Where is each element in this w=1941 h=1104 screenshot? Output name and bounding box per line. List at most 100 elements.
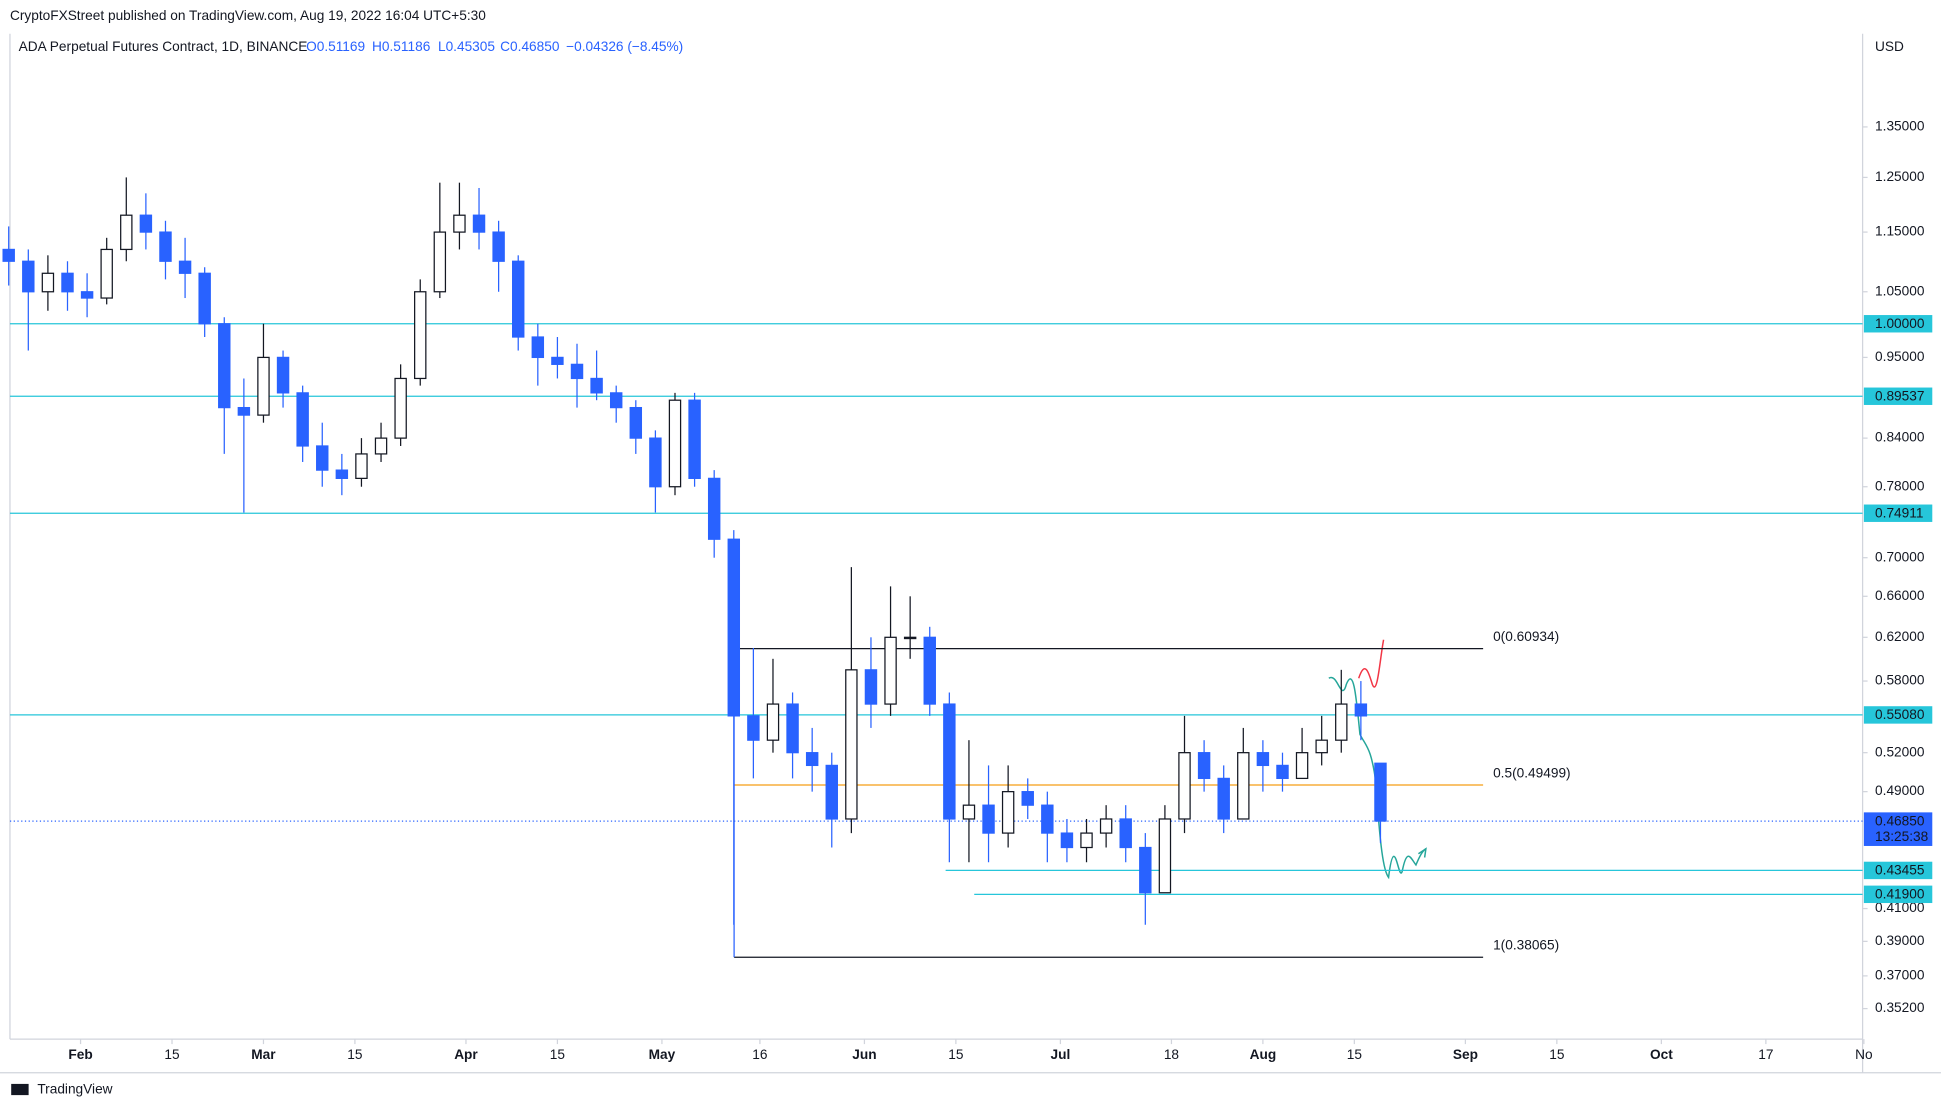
level-tag-label: 0.89537	[1875, 388, 1924, 403]
candle-body	[276, 356, 290, 394]
y-tick-label: 0.58000	[1875, 673, 1925, 688]
x-tick-label: 15	[550, 1047, 566, 1062]
x-tick-label: Sep	[1453, 1047, 1478, 1062]
level-tag	[1863, 504, 1933, 522]
candle-body	[845, 669, 858, 820]
candle-body	[923, 636, 936, 705]
candle-body	[316, 445, 329, 471]
candle-body	[943, 703, 956, 820]
y-tick-label: 0.66000	[1875, 588, 1925, 603]
fib-label: 0(0.60934)	[1493, 629, 1559, 644]
candle-body	[139, 214, 153, 233]
last-price-tag	[1863, 812, 1933, 846]
x-tick-label: Jul	[1051, 1047, 1071, 1062]
candle-body	[159, 231, 172, 262]
currency: USD	[1875, 39, 1904, 54]
candle-body	[394, 377, 407, 439]
candle-body	[22, 260, 35, 293]
candle-body	[2, 248, 15, 262]
candle-body	[1276, 764, 1289, 780]
candle-body	[1139, 846, 1152, 894]
x-tick-label: 15	[164, 1047, 180, 1062]
candle-body	[472, 214, 486, 233]
candle-body	[198, 272, 211, 325]
y-tick-label: 0.84000	[1875, 430, 1925, 445]
candle-body	[1060, 832, 1074, 849]
candle-body	[237, 406, 251, 416]
candle-body	[1001, 791, 1015, 834]
candle-body	[688, 399, 701, 479]
level-tag-label: 0.55080	[1875, 707, 1925, 722]
candle-body	[1295, 752, 1309, 780]
candle-body	[414, 291, 427, 380]
candle-body	[433, 231, 447, 293]
y-tick-label: 1.05000	[1875, 283, 1925, 298]
x-tick-label: Aug	[1250, 1047, 1277, 1062]
candle-body	[1178, 752, 1191, 820]
level-tag-label: 0.74911	[1875, 505, 1923, 520]
fib-label: 0.5(0.49499)	[1493, 765, 1571, 780]
candle-body	[1335, 703, 1348, 741]
candle-body	[453, 214, 466, 233]
candle-body	[1119, 818, 1132, 849]
candle-body	[1354, 703, 1368, 717]
candle-body	[668, 399, 682, 488]
candle-body	[903, 636, 917, 640]
level-tag	[1863, 885, 1933, 904]
candle-body	[1237, 752, 1250, 820]
y-tick-label: 0.95000	[1875, 349, 1925, 364]
x-tick-label: Apr	[454, 1047, 478, 1062]
close-stat: C0.46850	[500, 39, 560, 54]
x-tick-label: 15	[1347, 1047, 1363, 1062]
candle-body	[1315, 739, 1328, 754]
level-tag-label: 0.43455	[1875, 863, 1925, 878]
publisher: CryptoFXStreet published on TradingView.…	[10, 8, 486, 23]
y-tick-label: 0.70000	[1875, 549, 1925, 564]
candle-body	[609, 392, 623, 409]
x-tick-label: 15	[347, 1047, 363, 1062]
candle-body	[747, 715, 760, 741]
y-tick-label: 0.78000	[1875, 478, 1925, 493]
candle-body	[570, 363, 584, 380]
level-tag-label: 1.00000	[1875, 316, 1925, 331]
candle-body	[1041, 804, 1054, 834]
candle-body	[355, 453, 368, 479]
candle-body	[512, 260, 525, 338]
tv-logo	[11, 1083, 29, 1096]
candle-body	[374, 437, 388, 455]
candle-body	[80, 291, 94, 299]
alt-projection-path	[1357, 639, 1385, 688]
candle-body	[1158, 818, 1172, 894]
candle-body	[649, 437, 662, 488]
candle-body	[629, 406, 643, 439]
candle-body	[1099, 818, 1113, 834]
y-tick-label: 1.15000	[1875, 224, 1925, 239]
x-tick-label: 16	[752, 1047, 767, 1062]
fib-label: 1(0.38065)	[1493, 938, 1559, 953]
candle-body	[805, 752, 819, 767]
candle-body	[727, 538, 741, 717]
candle-body	[1080, 832, 1093, 849]
candle-body	[257, 356, 270, 416]
candle-body	[1374, 762, 1387, 822]
candle-body	[1217, 777, 1230, 820]
candle-body	[962, 804, 976, 820]
high-stat: H0.51186	[372, 39, 430, 54]
candle-body	[590, 377, 603, 394]
last-price-label: 0.46850	[1875, 813, 1925, 828]
x-tick-label: Oct	[1650, 1047, 1673, 1062]
y-tick-label: 1.25000	[1875, 169, 1925, 184]
y-tick-label: 0.62000	[1875, 629, 1925, 644]
candle-body	[178, 260, 192, 274]
candle-body	[492, 231, 505, 262]
candle-body	[296, 392, 309, 447]
candle-body	[707, 477, 721, 540]
y-tick-label: 0.49000	[1875, 783, 1925, 798]
candle-body	[1197, 752, 1211, 780]
low-stat: L0.45305	[438, 39, 495, 54]
x-tick-label: 18	[1164, 1047, 1180, 1062]
y-tick-label: 0.37000	[1875, 968, 1925, 983]
candle-body	[100, 248, 113, 299]
candle-body	[41, 272, 55, 293]
